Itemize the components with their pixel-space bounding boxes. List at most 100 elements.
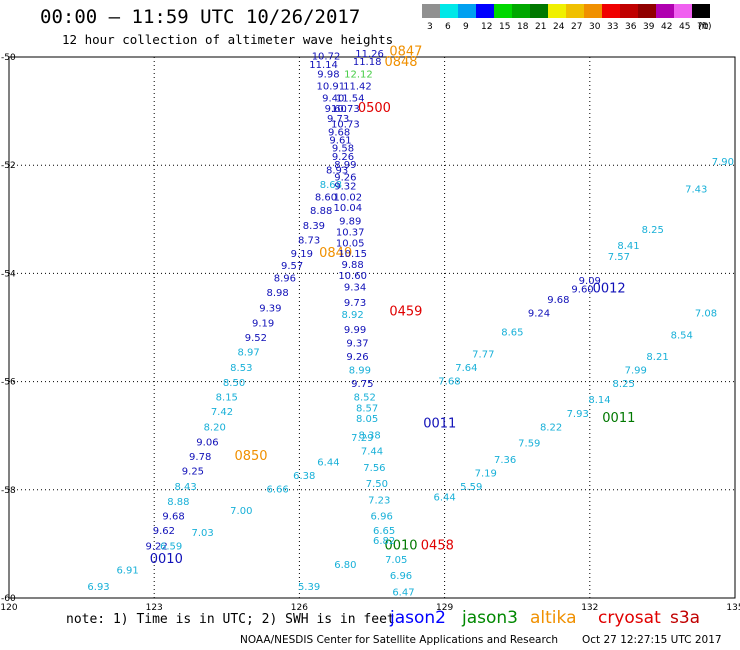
- pass-time-label: 0500: [358, 101, 391, 116]
- color-swatch: [602, 4, 620, 18]
- wave-height-label: 9.40: [322, 93, 344, 104]
- pass-time-label: 0847: [389, 44, 422, 59]
- y-tick-label: -56: [1, 378, 16, 388]
- color-swatch-label: 42: [661, 22, 673, 32]
- color-swatch-label: 18: [517, 22, 529, 32]
- wave-height-label: 9.60: [571, 284, 593, 295]
- wave-height-label: 10.04: [333, 203, 362, 214]
- wave-height-label: 9.19: [252, 318, 274, 329]
- wave-height-label: 8.43: [175, 482, 197, 493]
- wave-height-label: 9.73: [344, 298, 366, 309]
- pass-time-label: 0848: [384, 55, 417, 70]
- wave-height-label: 6.47: [392, 587, 414, 598]
- wave-height-label: 8.65: [501, 328, 523, 339]
- satellite-legend-item: cryosat: [598, 608, 661, 628]
- wave-height-label: 7.08: [695, 309, 717, 320]
- plot-frame: [8, 56, 736, 599]
- wave-height-label: 8.53: [230, 363, 252, 374]
- wave-height-label: 6.44: [317, 457, 339, 468]
- unit-label: (ft): [698, 22, 712, 32]
- wave-height-label: 9.73: [327, 114, 349, 125]
- pass-time-label: 0458: [421, 538, 454, 553]
- wave-height-label: 8.21: [646, 352, 668, 363]
- wave-height-label: 7.64: [455, 363, 477, 374]
- wave-height-label: 9.22: [145, 541, 167, 552]
- wave-height-label: 8.52: [354, 393, 376, 404]
- wave-height-label: 7.99: [625, 365, 647, 376]
- pass-time-label: 0011: [423, 417, 456, 432]
- color-swatch-label: 21: [535, 22, 547, 32]
- wave-height-label: 6.96: [390, 571, 412, 582]
- wave-height-label: 10.91: [317, 81, 346, 92]
- wave-height-label: 6.59: [160, 541, 182, 552]
- x-tick-label: 123: [146, 603, 163, 610]
- wave-height-label: 10.73: [331, 104, 360, 115]
- pass-time-label: 0011: [602, 411, 635, 426]
- color-swatch: [458, 4, 476, 18]
- wave-height-label: 9.58: [332, 144, 354, 155]
- wave-height-label: 9.60: [325, 104, 347, 115]
- pass-time-label: 0010: [384, 538, 417, 553]
- wave-height-label: 8.98: [266, 288, 288, 299]
- wave-height-label: 9.78: [189, 452, 211, 463]
- wave-height-label: 9.32: [334, 182, 356, 193]
- y-tick-label: -54: [1, 269, 16, 279]
- wave-height-label: 9.19: [291, 249, 313, 260]
- wave-height-label: 10.02: [333, 192, 362, 203]
- wave-height-label: 9.39: [259, 303, 281, 314]
- wave-height-label: 7.93: [567, 409, 589, 420]
- wave-height-label: 9.57: [281, 261, 303, 272]
- wave-height-label: 9.98: [317, 70, 339, 81]
- wave-height-label: 9.06: [196, 437, 218, 448]
- wave-height-label: 11.18: [353, 57, 382, 68]
- wave-height-label: 8.73: [298, 236, 320, 247]
- x-tick-label: 129: [436, 603, 453, 610]
- color-swatch-label: 36: [625, 22, 637, 32]
- wave-height-label: 7.43: [685, 184, 707, 195]
- pass-time-label: 0849: [319, 246, 352, 261]
- satellite-legend-item: jason2: [390, 608, 446, 628]
- generation-timestamp: Oct 27 12:27:15 UTC 2017: [582, 634, 722, 646]
- color-swatch: [674, 4, 692, 18]
- wave-height-label: 7.56: [363, 463, 385, 474]
- wave-height-label: 9.34: [344, 283, 366, 294]
- wave-height-label: 7.29: [351, 433, 373, 444]
- wave-height-label: 8.20: [204, 422, 226, 433]
- page-subtitle: 12 hour collection of altimeter wave hei…: [62, 32, 394, 47]
- wave-height-label: 8.39: [303, 221, 325, 232]
- wave-height-label: 8.88: [310, 206, 332, 217]
- wave-height-label: 8.68: [320, 180, 342, 191]
- y-tick-label: -52: [1, 161, 16, 171]
- pass-time-label: 0010: [150, 552, 183, 567]
- pass-time-label: 0012: [593, 281, 626, 296]
- pass-time-label: 0850: [234, 449, 267, 464]
- wave-height-label: 8.15: [216, 393, 238, 404]
- color-swatch: [566, 4, 584, 18]
- wave-height-label: 6.44: [433, 493, 455, 504]
- x-tick-label: 126: [291, 603, 308, 610]
- color-swatch-label: 45: [679, 22, 691, 32]
- wave-height-label: 6.82: [373, 536, 395, 547]
- wave-height-label: 7.03: [191, 528, 213, 539]
- wave-height-label: 9.37: [346, 338, 368, 349]
- color-swatch: [494, 4, 512, 18]
- wave-height-label: 8.93: [326, 165, 348, 176]
- wave-height-label: 6.65: [373, 526, 395, 537]
- wave-height-label: 9.52: [245, 333, 267, 344]
- pass-time-label: 0459: [389, 305, 422, 320]
- color-swatch: [530, 4, 548, 18]
- wave-height-label: 9.09: [579, 276, 601, 287]
- wave-height-label: 7.68: [438, 376, 460, 387]
- wave-height-label: 10.73: [331, 119, 360, 130]
- wave-height-label: 10.72: [312, 52, 341, 63]
- wave-height-label: 6.66: [266, 485, 288, 496]
- page-title: 00:00 – 11:59 UTC 10/26/2017: [40, 6, 361, 28]
- wave-height-label: 8.99: [334, 160, 356, 171]
- wave-height-label: 11.54: [336, 93, 365, 104]
- wave-height-label: 7.44: [361, 447, 383, 458]
- wave-height-label: 8.54: [671, 330, 693, 341]
- color-swatch: [548, 4, 566, 18]
- wave-height-label: 9.25: [182, 467, 204, 478]
- wave-height-label: 6.96: [371, 512, 393, 523]
- wave-height-label: 7.59: [518, 439, 540, 450]
